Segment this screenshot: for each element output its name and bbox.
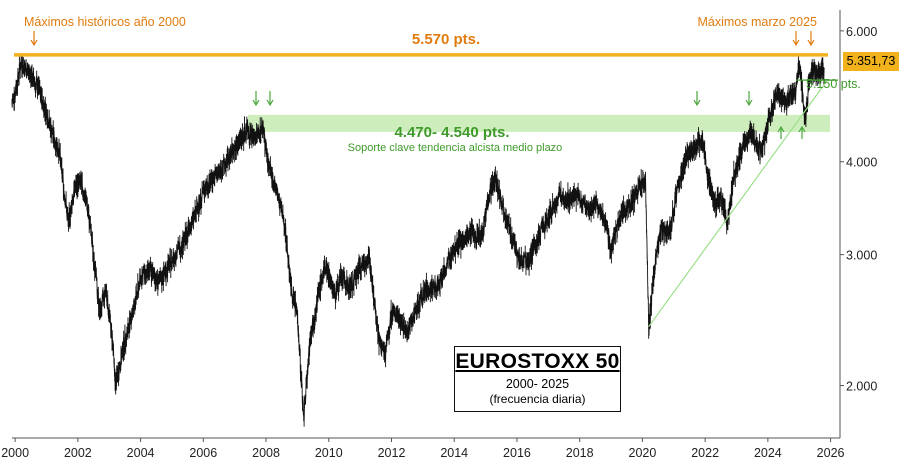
x-tick-label: 2014 <box>440 446 468 460</box>
resistance-label: 5.570 pts. <box>412 31 480 48</box>
x-tick-label: 2016 <box>503 446 531 460</box>
x-tick-label: 2008 <box>252 446 280 460</box>
max-2000-label: Máximos históricos año 2000 <box>24 15 186 29</box>
arrow-head-icon <box>693 99 701 107</box>
price-line <box>11 53 825 427</box>
support-label: 4.470- 4.540 pts. <box>394 124 509 141</box>
level-5150-label: 5.150 pts. <box>806 77 861 91</box>
trend-line <box>648 79 828 328</box>
x-tick-label: 2024 <box>754 446 782 460</box>
x-tick-label: 2012 <box>378 446 406 460</box>
arrow-head-icon <box>30 39 38 47</box>
arrow-head-icon <box>266 99 274 107</box>
y-tick-label: 2.000 <box>846 380 877 394</box>
chart-subtitle: 2000- 2025 <box>505 377 570 391</box>
y-tick-label: 4.000 <box>846 156 877 170</box>
arrow-head-icon <box>798 125 806 133</box>
x-tick-label: 2010 <box>315 446 343 460</box>
x-tick-label: 2020 <box>629 446 657 460</box>
chart-frequency: (frecuencia diaria) <box>489 392 586 406</box>
y-ticks: 2.000 3.000 4.000 6.000 <box>840 25 877 394</box>
x-tick-label: 2018 <box>566 446 594 460</box>
y-tick-label: 6.000 <box>846 25 877 39</box>
support-band <box>248 114 830 132</box>
max-2025-label: Máximos marzo 2025 <box>698 15 818 29</box>
price-series <box>11 53 825 427</box>
y-tick-label: 3.000 <box>846 249 877 263</box>
current-price-badge: 5.351,73 <box>843 52 899 71</box>
x-tick-label: 2022 <box>691 446 719 460</box>
x-tick-label: 2006 <box>189 446 217 460</box>
arrow-head-icon <box>807 39 815 47</box>
x-tick-label: 2002 <box>64 446 92 460</box>
arrow-head-icon <box>777 125 785 133</box>
arrow-head-icon <box>252 99 260 107</box>
x-tick-label: 2004 <box>127 446 155 460</box>
chart-title: EUROSTOXX 50 <box>455 350 620 373</box>
chart-title-box: EUROSTOXX 50 2000- 2025 (frecuencia diar… <box>454 346 621 412</box>
x-ticks: 2000 2002 2004 2006 2008 2010 2012 2014 2016 2018… <box>1 438 845 460</box>
x-tick-label: 2026 <box>817 446 845 460</box>
arrow-head-icon <box>745 99 753 107</box>
support-description: Soporte clave tendencia alcista medio pl… <box>348 142 563 154</box>
arrow-head-icon <box>792 39 800 47</box>
x-tick-label: 2000 <box>1 446 29 460</box>
annotation-arrows <box>30 31 815 139</box>
